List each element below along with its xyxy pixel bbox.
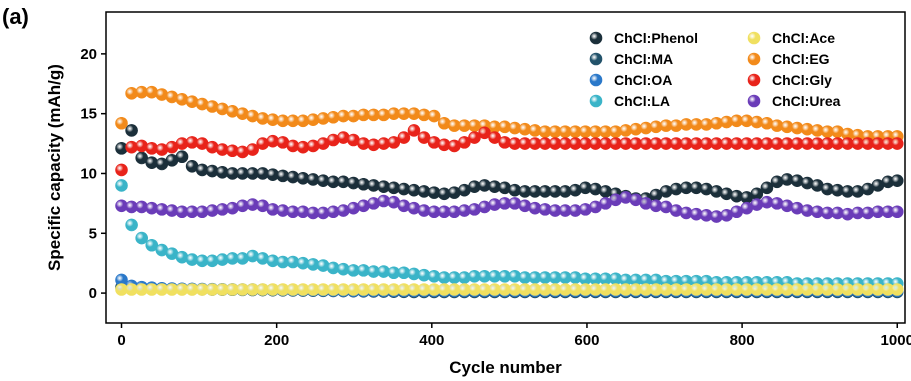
x-tick-label: 600 (574, 332, 599, 349)
data-point (397, 131, 411, 144)
series-chcl-phenol (115, 124, 904, 205)
data-point (125, 218, 138, 232)
legend-marker (589, 52, 603, 66)
y-tick-label: 15 (80, 106, 97, 123)
x-tick-label: 0 (117, 332, 125, 349)
legend-label: ChCl:Phenol (614, 30, 698, 46)
data-point (427, 109, 441, 123)
data-point (115, 163, 128, 177)
data-point (890, 174, 904, 187)
data-point (407, 124, 421, 137)
legend-marker (747, 52, 761, 66)
y-tick-label: 0 (89, 285, 97, 302)
legend-label: ChCl:Ace (772, 30, 835, 46)
data-point (890, 283, 904, 296)
data-point (246, 143, 259, 156)
legend-label: ChCl:OA (614, 72, 672, 88)
data-point (135, 231, 148, 245)
x-tick-label: 200 (264, 332, 289, 349)
data-point (890, 205, 904, 219)
axis-ticks: 0 200 400 600 800 1000 0 5 10 15 20 (80, 46, 911, 349)
legend-label: ChCl:EG (772, 51, 830, 67)
x-axis-title: Cycle number (449, 358, 562, 377)
plot-frame (105, 11, 906, 324)
legend-marker (747, 73, 761, 87)
y-tick-label: 5 (89, 225, 97, 242)
series-chcl-la (115, 179, 904, 290)
legend-marker (589, 94, 603, 108)
y-tick-label: 10 (80, 165, 97, 182)
legend-marker (747, 31, 761, 45)
data-point (115, 179, 128, 192)
series-chcl-eg (115, 85, 904, 143)
x-tick-label: 400 (419, 332, 444, 349)
series-chcl-gly (115, 124, 904, 177)
data-point (175, 150, 189, 164)
data-point (890, 137, 904, 150)
series-chcl-ace (115, 283, 904, 296)
x-tick-label: 800 (730, 332, 755, 349)
panel-label: (a) (2, 4, 29, 29)
y-tick-label: 20 (80, 46, 97, 63)
legend-marker (747, 94, 761, 108)
data-point (115, 116, 128, 130)
legend-marker (589, 73, 603, 87)
x-tick-label: 1000 (881, 332, 911, 349)
data-point (125, 124, 138, 137)
data-point (760, 181, 774, 195)
legend-marker (589, 31, 603, 45)
legend-label: ChCl:LA (614, 93, 670, 109)
legend-label: ChCl:MA (614, 51, 673, 67)
legend-label: ChCl:Gly (772, 72, 832, 88)
series-layer (115, 85, 904, 299)
y-axis-title: Specific capacity (mAh/g) (45, 64, 64, 271)
series-chcl-urea (115, 191, 904, 223)
legend-label: ChCl:Urea (772, 93, 841, 109)
legend: ChCl:Phenol ChCl:MA ChCl:OA ChCl:LA ChCl:Ace… (589, 30, 841, 109)
